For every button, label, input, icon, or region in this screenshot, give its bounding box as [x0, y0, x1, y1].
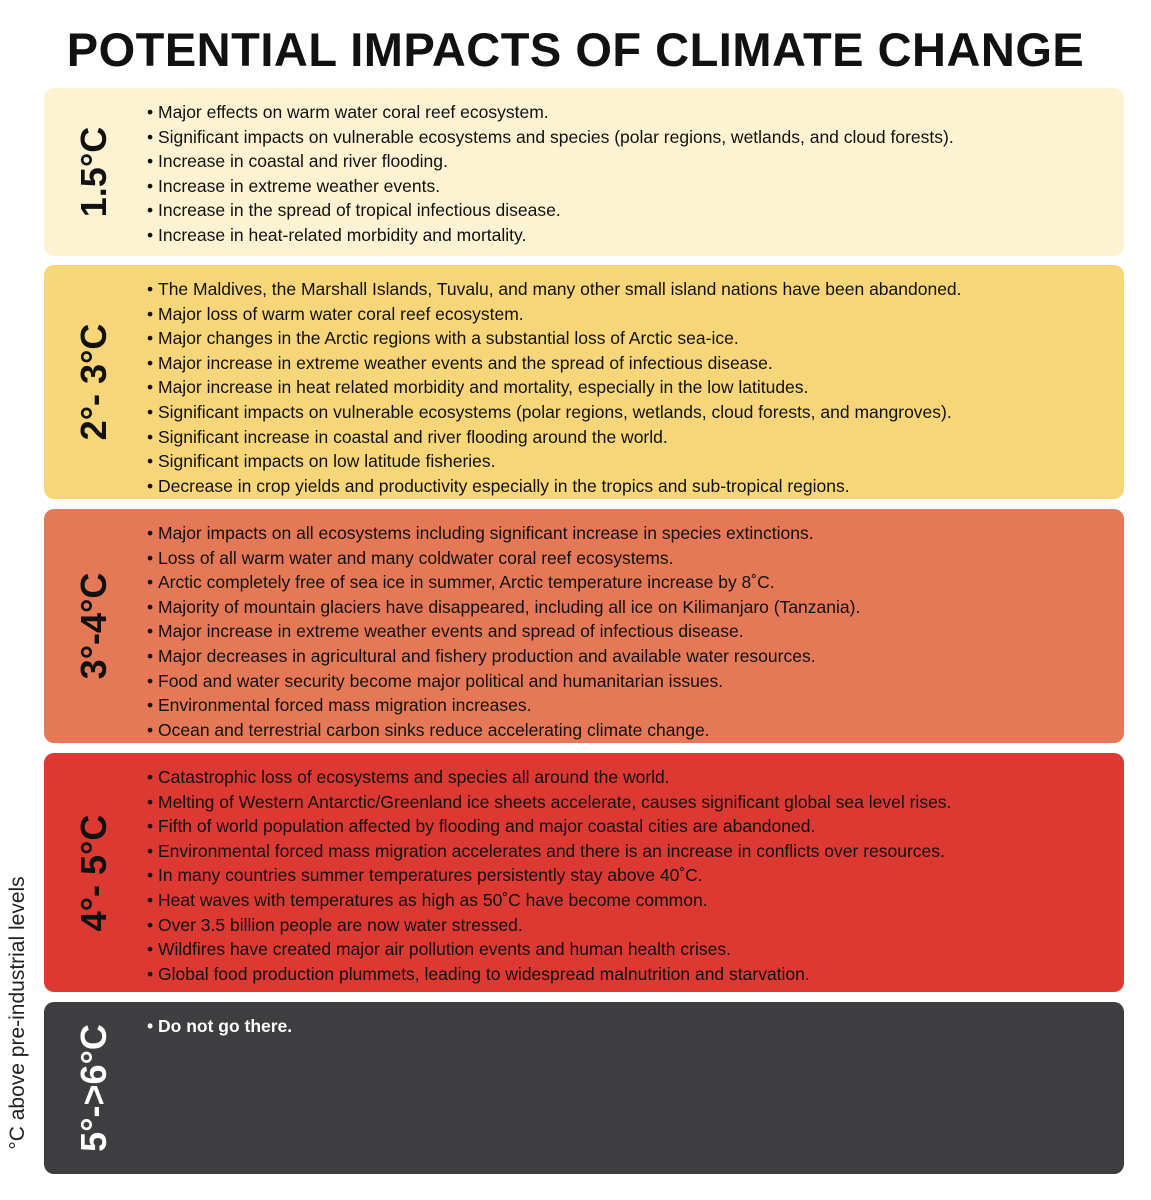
impact-list: Catastrophic loss of ecosystems and spec…: [147, 765, 1114, 986]
list-item: Global food production plummets, leading…: [147, 962, 1114, 987]
list-item: Increase in the spread of tropical infec…: [147, 198, 1114, 223]
list-item: Heat waves with temperatures as high as …: [147, 888, 1114, 913]
list-item: Major increase in heat related morbidity…: [147, 375, 1114, 400]
band-temperature: 5°->6°C: [44, 1002, 144, 1174]
band-temperature-label: 5°->6°C: [73, 1024, 114, 1152]
list-item: Ocean and terrestrial carbon sinks reduc…: [147, 718, 1114, 743]
temperature-axis-label: °C above pre-industrial levels: [4, 850, 32, 1176]
impact-list: Major effects on warm water coral reef e…: [147, 100, 1114, 248]
list-item: Major impacts on all ecosystems includin…: [147, 521, 1114, 546]
band-temperature: 4°- 5°C: [44, 753, 144, 992]
impact-list: The Maldives, the Marshall Islands, Tuva…: [147, 277, 1114, 498]
band-temperature: 2°- 3°C: [44, 265, 144, 499]
list-item: Fifth of world population affected by fl…: [147, 814, 1114, 839]
list-item: Increase in extreme weather events.: [147, 174, 1114, 199]
band-4-5c: 4°- 5°C Catastrophic loss of ecosystems …: [44, 753, 1124, 992]
list-item: In many countries summer temperatures pe…: [147, 863, 1114, 888]
band-temperature-label: 2°- 3°C: [73, 323, 114, 441]
list-item: Major increase in extreme weather events…: [147, 619, 1114, 644]
list-item: Major changes in the Arctic regions with…: [147, 326, 1114, 351]
list-item: Wildfires have created major air polluti…: [147, 937, 1114, 962]
list-item: Do not go there.: [147, 1014, 1114, 1039]
list-item: Major loss of warm water coral reef ecos…: [147, 302, 1114, 327]
list-item: Over 3.5 billion people are now water st…: [147, 913, 1114, 938]
list-item: Major increase in extreme weather events…: [147, 351, 1114, 376]
list-item: The Maldives, the Marshall Islands, Tuva…: [147, 277, 1114, 302]
list-item: Significant impacts on low latitude fish…: [147, 449, 1114, 474]
list-item: Arctic completely free of sea ice in sum…: [147, 570, 1114, 595]
list-item: Major decreases in agricultural and fish…: [147, 644, 1114, 669]
band-1-5c: 1.5°C Major effects on warm water coral …: [44, 88, 1124, 256]
band-3-4c: 3°-4°C Major impacts on all ecosystems i…: [44, 509, 1124, 743]
list-item: Environmental forced mass migration incr…: [147, 693, 1114, 718]
list-item: Increase in coastal and river flooding.: [147, 149, 1114, 174]
band-temperature-label: 4°- 5°C: [73, 814, 114, 931]
band-temperature: 1.5°C: [44, 88, 144, 256]
impact-list: Do not go there.: [147, 1014, 1114, 1039]
list-item: Significant impacts on vulnerable ecosys…: [147, 400, 1114, 425]
list-item: Increase in heat-related morbidity and m…: [147, 223, 1114, 248]
list-item: Melting of Western Antarctic/Greenland i…: [147, 790, 1114, 815]
band-temperature-label: 3°-4°C: [73, 572, 114, 680]
list-item: Food and water security become major pol…: [147, 669, 1114, 694]
axis-label-text: °C above pre-industrial levels: [6, 876, 29, 1150]
list-item: Significant impacts on vulnerable ecosys…: [147, 125, 1114, 150]
band-temperature: 3°-4°C: [44, 509, 144, 743]
list-item: Environmental forced mass migration acce…: [147, 839, 1114, 864]
list-item: Significant increase in coastal and rive…: [147, 425, 1114, 450]
band-temperature-label: 1.5°C: [73, 126, 114, 218]
list-item: Decrease in crop yields and productivity…: [147, 474, 1114, 499]
band-5-6c: 5°->6°C Do not go there.: [44, 1002, 1124, 1174]
list-item: Major effects on warm water coral reef e…: [147, 100, 1114, 125]
list-item: Catastrophic loss of ecosystems and spec…: [147, 765, 1114, 790]
impact-list: Major impacts on all ecosystems includin…: [147, 521, 1114, 742]
list-item: Majority of mountain glaciers have disap…: [147, 595, 1114, 620]
page-title: POTENTIAL IMPACTS OF CLIMATE CHANGE: [66, 23, 1085, 76]
band-2-3c: 2°- 3°C The Maldives, the Marshall Islan…: [44, 265, 1124, 499]
list-item: Loss of all warm water and many coldwate…: [147, 546, 1114, 571]
